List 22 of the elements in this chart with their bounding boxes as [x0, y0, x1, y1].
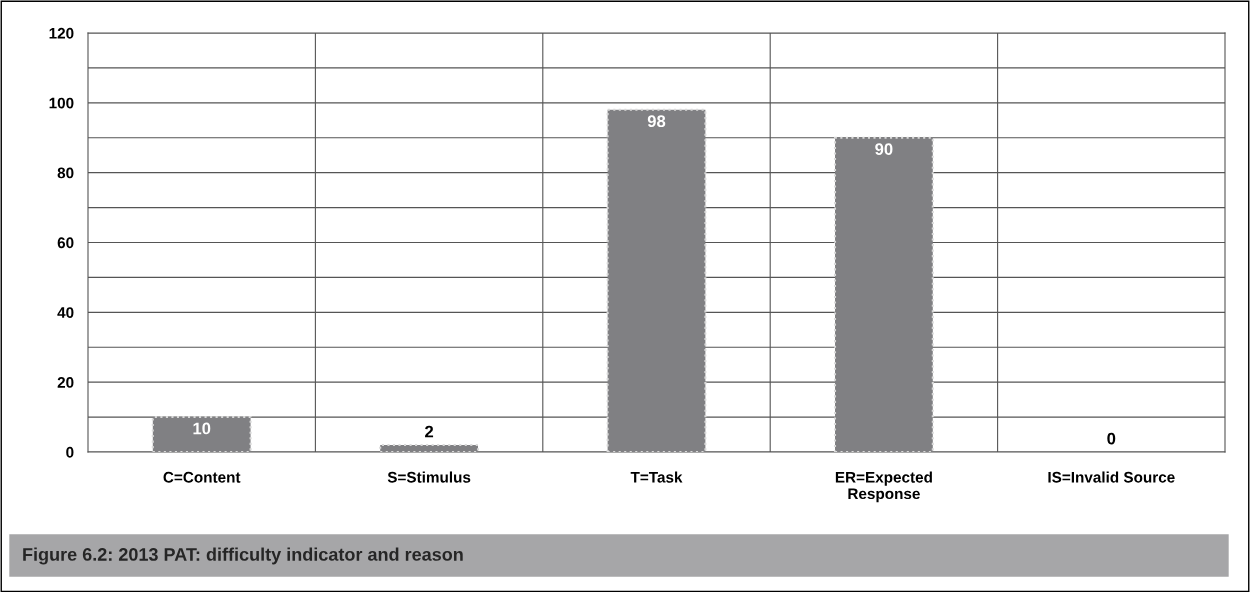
x-tick-label: C=Content	[163, 471, 241, 483]
x-tick-label: T=Task	[630, 471, 683, 483]
y-tick-label: 60	[57, 237, 74, 249]
data-label: 90	[875, 143, 893, 156]
bar	[606, 108, 707, 452]
y-tick-label: 100	[49, 97, 74, 109]
x-tick-label: S=Stimulus	[387, 471, 471, 483]
bar	[833, 136, 934, 452]
y-tick-label: 120	[49, 27, 74, 39]
y-tick-label: 20	[57, 377, 74, 388]
data-label: 2	[425, 425, 434, 438]
y-tick-label: 40	[57, 307, 74, 319]
y-tick-label: 80	[57, 167, 74, 179]
bar	[379, 443, 480, 452]
data-label: 98	[647, 115, 666, 128]
x-tick-label: ER=Expected Response	[835, 471, 932, 503]
x-tick-label: IS=Invalid Source	[1048, 471, 1175, 483]
data-label: 10	[193, 422, 211, 435]
bar	[151, 416, 252, 452]
text: Figure 6.2: 2013 PAT: difficulty indicator and reason	[23, 547, 463, 565]
data-label: 0	[1107, 432, 1116, 445]
y-tick-label: 0	[66, 446, 74, 458]
